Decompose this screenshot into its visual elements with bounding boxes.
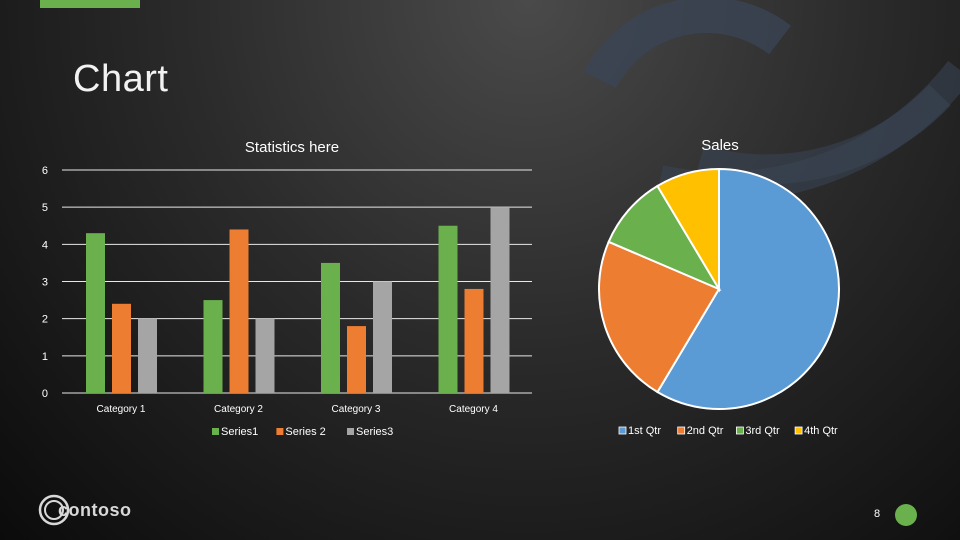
bar xyxy=(86,233,105,393)
legend-entry: Series3 xyxy=(356,426,393,438)
pie-chart-title: Sales xyxy=(701,137,739,154)
legend-entry: Series1 xyxy=(221,426,258,438)
x-tick-label: Category 1 xyxy=(97,404,146,415)
bar xyxy=(490,207,510,393)
legend-entry: 4th Qtr xyxy=(804,425,838,437)
bar xyxy=(438,225,458,393)
y-tick-label: 5 xyxy=(42,202,48,214)
bar xyxy=(229,229,249,393)
accent-bar xyxy=(40,0,140,8)
y-tick-label: 3 xyxy=(42,277,48,289)
y-tick-label: 6 xyxy=(42,165,48,177)
logo-text: contoso xyxy=(58,500,132,520)
x-tick-label: Category 2 xyxy=(214,404,263,415)
contoso-logo-icon xyxy=(38,494,70,526)
legend-swatch xyxy=(677,426,686,435)
bar xyxy=(203,300,223,393)
x-tick-label: Category 4 xyxy=(449,404,498,415)
bar-chart-title: Statistics here xyxy=(245,139,339,156)
bar xyxy=(321,262,340,393)
pie-slice xyxy=(656,167,840,410)
legend-swatch xyxy=(212,428,219,435)
legend-swatch xyxy=(794,426,803,435)
x-tick-label: Category 3 xyxy=(332,404,381,415)
legend-entry: 1st Qtr xyxy=(628,425,661,437)
bar xyxy=(464,288,484,393)
page-number: 8 xyxy=(874,508,881,520)
legend-swatch xyxy=(276,428,284,435)
y-tick-label: 2 xyxy=(42,314,48,326)
bar xyxy=(373,281,392,393)
legend-swatch xyxy=(347,428,354,435)
legend-swatch xyxy=(618,426,627,435)
pie-slice xyxy=(656,167,720,293)
page-indicator-dot xyxy=(895,504,917,526)
bar xyxy=(112,303,131,393)
bar xyxy=(255,318,275,393)
pie-slice xyxy=(607,184,722,292)
y-tick-label: 4 xyxy=(42,239,48,251)
bar xyxy=(347,326,366,393)
legend-swatch xyxy=(736,426,744,435)
pie-slice xyxy=(598,240,721,394)
y-tick-label: 1 xyxy=(42,351,48,363)
y-tick-label: 0 xyxy=(42,388,48,400)
slide-title: Chart xyxy=(73,58,169,100)
bar xyxy=(138,318,157,393)
legend-entry: Series 2 xyxy=(285,426,325,438)
legend-entry: 3rd Qtr xyxy=(745,425,780,437)
legend-entry: 2nd Qtr xyxy=(687,425,724,437)
